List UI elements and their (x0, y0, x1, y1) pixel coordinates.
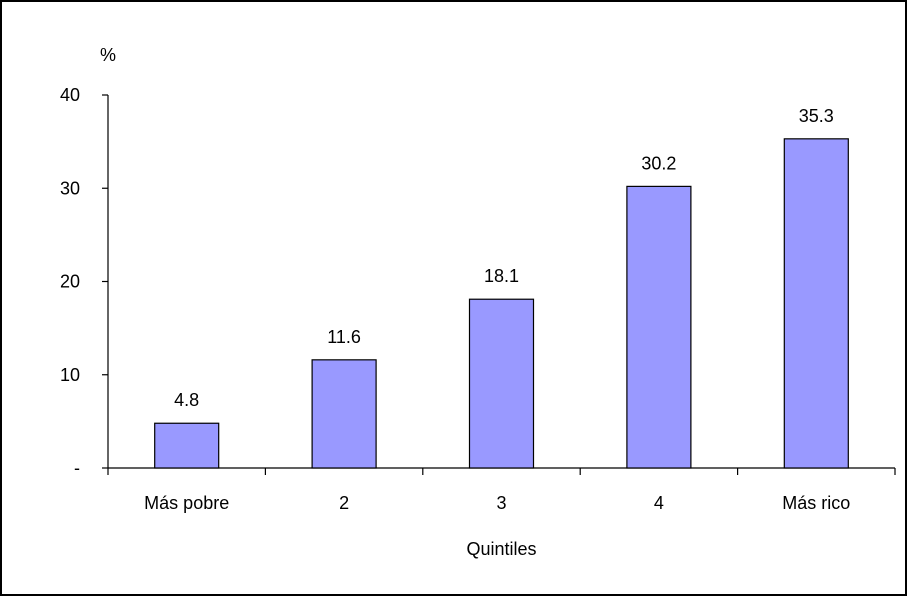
y-tick-label: - (74, 458, 80, 478)
x-axis-title: Quintiles (466, 539, 536, 559)
category-label-5: Más rico (782, 493, 850, 513)
bars (154, 138, 849, 469)
bar-3 (468, 298, 535, 469)
category-label-2: 2 (339, 493, 349, 513)
category-label-1: Más pobre (144, 493, 229, 513)
bar-5 (783, 138, 849, 469)
data-label-1: 4.8 (174, 390, 199, 410)
y-tick-label: 20 (60, 272, 80, 292)
data-label-5: 35.3 (799, 106, 834, 126)
data-labels: 4.8 11.6 18.1 30.2 35.3 (174, 106, 834, 410)
data-label-2: 11.6 (327, 327, 361, 347)
y-tick-label: 30 (60, 178, 80, 198)
category-labels: Más pobre 2 3 4 Más rico (144, 493, 850, 513)
category-label-4: 4 (654, 493, 664, 513)
data-label-3: 18.1 (484, 266, 519, 286)
data-label-4: 30.2 (641, 153, 676, 173)
bar-4 (626, 185, 692, 469)
category-label-3: 3 (496, 493, 506, 513)
bar-1 (154, 422, 220, 469)
x-ticks (107, 468, 896, 475)
bar-2 (311, 359, 377, 469)
y-tick-label: 10 (60, 365, 80, 385)
y-tick-label: 40 (60, 85, 80, 105)
y-ticks: - 10 20 30 40 (60, 85, 108, 478)
y-axis-title: % (100, 45, 116, 65)
